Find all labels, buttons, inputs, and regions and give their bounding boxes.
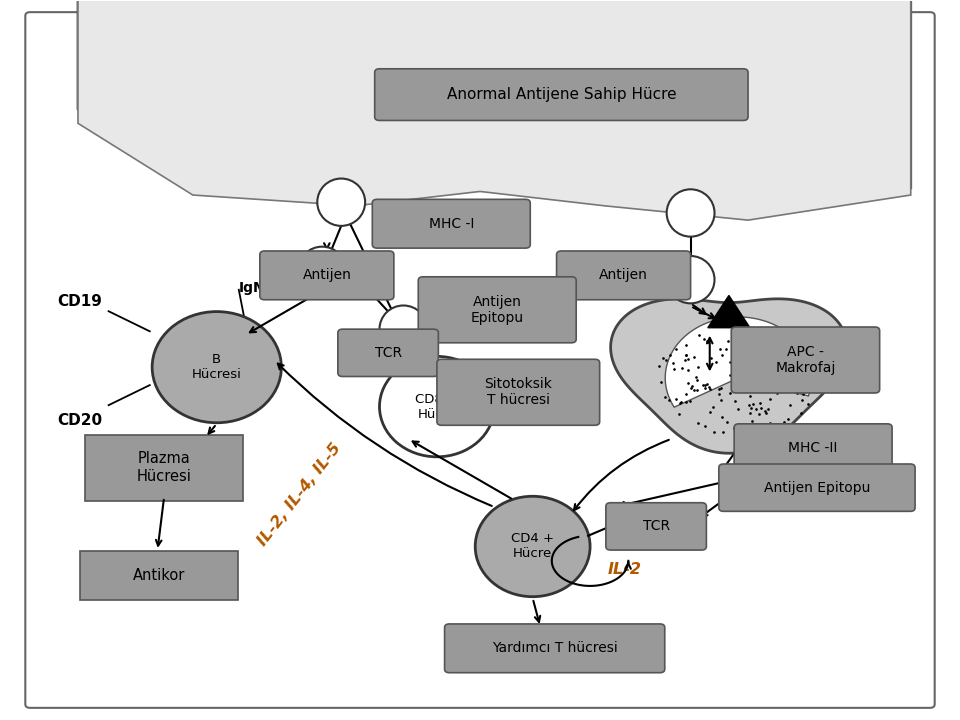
Ellipse shape	[379, 356, 494, 456]
Ellipse shape	[666, 189, 714, 237]
Text: B
Hücresi: B Hücresi	[192, 354, 242, 381]
Text: CD8 +
Hücre: CD8 + Hücre	[416, 392, 459, 420]
FancyBboxPatch shape	[734, 424, 892, 471]
Polygon shape	[665, 317, 811, 407]
Text: IL-2: IL-2	[608, 562, 641, 577]
FancyBboxPatch shape	[557, 251, 690, 300]
Text: MHC -II: MHC -II	[788, 441, 838, 454]
Text: IL-2: IL-2	[442, 415, 475, 451]
Text: Antijen: Antijen	[302, 269, 351, 282]
Text: IL-2, IL-4, IL-5: IL-2, IL-4, IL-5	[255, 441, 344, 549]
Polygon shape	[708, 295, 750, 328]
Ellipse shape	[666, 256, 714, 303]
Text: APC -
Makrofaj: APC - Makrofaj	[776, 345, 835, 375]
FancyBboxPatch shape	[606, 503, 707, 550]
Text: Antikor: Antikor	[133, 567, 185, 582]
FancyBboxPatch shape	[437, 359, 600, 426]
FancyBboxPatch shape	[85, 435, 243, 500]
Text: TCR: TCR	[374, 346, 401, 360]
Text: CD19: CD19	[57, 294, 102, 309]
Text: TCR: TCR	[642, 519, 670, 534]
Text: CD4 +
Hücre: CD4 + Hücre	[511, 533, 554, 560]
Ellipse shape	[379, 305, 427, 353]
Text: Antijen
Epitopu: Antijen Epitopu	[470, 294, 524, 325]
FancyBboxPatch shape	[25, 12, 935, 708]
FancyBboxPatch shape	[732, 327, 879, 393]
FancyBboxPatch shape	[81, 551, 238, 600]
FancyBboxPatch shape	[419, 276, 576, 343]
Ellipse shape	[152, 312, 281, 423]
Text: CD20: CD20	[57, 413, 102, 428]
Text: Yardımcı T hücresi: Yardımcı T hücresi	[492, 642, 617, 655]
Text: Plazma
Hücresi: Plazma Hücresi	[136, 451, 192, 484]
Polygon shape	[611, 299, 847, 453]
FancyBboxPatch shape	[719, 464, 915, 511]
Text: MHC -I: MHC -I	[428, 217, 474, 230]
FancyBboxPatch shape	[338, 329, 439, 377]
FancyBboxPatch shape	[374, 69, 748, 120]
Polygon shape	[78, 0, 911, 220]
Text: Sitotoksik
T hücresi: Sitotoksik T hücresi	[485, 377, 552, 408]
Text: IL-1: IL-1	[545, 397, 579, 412]
Text: Anormal Antijene Sahip Hücre: Anormal Antijene Sahip Hücre	[446, 87, 676, 102]
Polygon shape	[78, 0, 911, 217]
Text: IgM: IgM	[239, 282, 268, 295]
Text: Antijen Epitopu: Antijen Epitopu	[764, 481, 870, 495]
FancyBboxPatch shape	[372, 199, 530, 248]
Polygon shape	[78, 0, 911, 166]
Ellipse shape	[317, 179, 365, 226]
FancyBboxPatch shape	[260, 251, 394, 300]
FancyBboxPatch shape	[444, 624, 664, 672]
Ellipse shape	[299, 247, 346, 294]
Text: Antijen: Antijen	[599, 269, 648, 282]
Ellipse shape	[475, 496, 590, 597]
